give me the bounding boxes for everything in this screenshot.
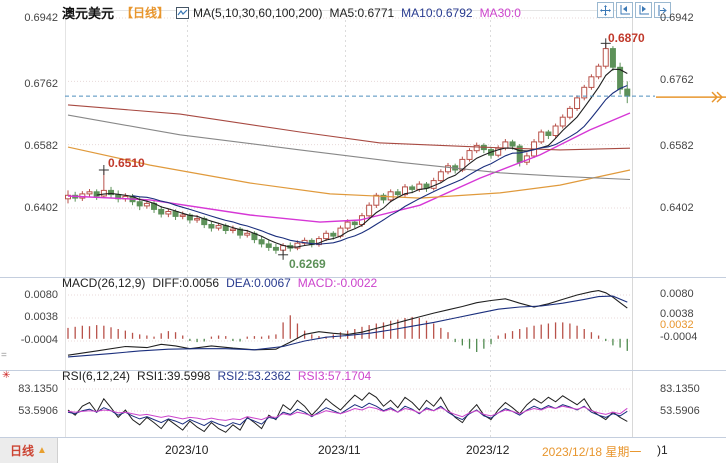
panel-resize-handle-icon[interactable]: = xyxy=(1,350,7,361)
ma10-value: MA10:0.6792 xyxy=(401,5,473,20)
pan-icon[interactable] xyxy=(597,2,614,18)
macd-diff-value: DIFF:0.0056 xyxy=(152,276,220,290)
low-price-annotation: 0.6269 xyxy=(289,257,326,271)
macd-axis-label: 0.0038 xyxy=(660,308,694,320)
macd-axis-label: -0.0004 xyxy=(20,334,58,346)
rsi-axis-label: 83.1350 xyxy=(18,383,58,395)
axis-zoom-out-icon[interactable] xyxy=(616,2,633,18)
macd-header: MACD(26,12,9) DIFF:0.0056 DEA:0.0067 MAC… xyxy=(62,276,384,290)
y-axis-label: 0.6402 xyxy=(660,202,694,214)
rsi-axis-label: 53.5906 xyxy=(660,405,700,417)
macd-axis-label: 0.0080 xyxy=(24,289,58,301)
y-axis-label: 0.6402 xyxy=(24,202,58,214)
y-axis-label: 0.6582 xyxy=(660,140,694,152)
kline-indicator-icon xyxy=(176,6,190,19)
chevron-up-icon: ▲ xyxy=(37,445,47,456)
macd-value: MACD:-0.0022 xyxy=(297,276,378,290)
spike-price-annotation: 0.6510 xyxy=(108,156,145,170)
symbol-name: 澳元美元 xyxy=(62,6,115,21)
macd-axis-label: 0.0080 xyxy=(660,288,694,300)
time-axis-label: 2023/12 xyxy=(466,443,510,457)
high-price-annotation: 0.6870 xyxy=(608,31,645,45)
time-axis-bar: 日线 ▲ 2023/10 2023/11 2023/12 2023/12/18 … xyxy=(0,438,726,463)
time-axis-label: 2023/11 xyxy=(318,443,361,457)
macd-axis-label: 0.0038 xyxy=(24,311,58,323)
ma-settings-label: MA(5,10,30,60,100,200) xyxy=(193,5,323,20)
macd-axis-label: -0.0004 xyxy=(660,331,698,343)
rsi3-value: RSI3:57.1704 xyxy=(297,369,372,383)
y-axis-label: 0.6762 xyxy=(24,78,58,90)
rsi-axis-label: 83.1350 xyxy=(660,383,700,395)
rsi-axis-label: 53.5906 xyxy=(18,405,58,417)
ma5-value: MA5:0.6771 xyxy=(329,5,395,20)
y-axis-label: 0.6582 xyxy=(24,140,58,152)
ma30-value: MA30:0 xyxy=(479,5,521,20)
period-selector-label: 日线 xyxy=(10,444,35,458)
jump-latest-icon[interactable] xyxy=(654,2,671,18)
period-label: 【日线】 xyxy=(121,6,170,20)
time-axis-label: )1 xyxy=(657,443,668,457)
main-chart-header: 澳元美元 【日线】 MA(5,10,30,60,100,200) MA5:0.6… xyxy=(62,3,528,22)
time-axis-label: 2023/10 xyxy=(165,443,209,457)
rsi1-value: RSI1:39.5998 xyxy=(137,369,211,383)
period-selector[interactable]: 日线 ▲ xyxy=(0,438,58,463)
macd-current-value-label: 0.0032 xyxy=(660,319,694,331)
macd-settings-label: MACD(26,12,9) xyxy=(62,276,146,290)
rsi2-value: RSI2:53.2362 xyxy=(217,369,291,383)
time-axis-current-date: 2023/12/18 星期一 xyxy=(542,445,642,459)
indicator-marker-icon: ✳ xyxy=(2,370,11,381)
rsi-header: RSI(6,12,24) RSI1:39.5998 RSI2:53.2362 R… xyxy=(62,369,378,383)
y-axis-label: 0.6942 xyxy=(24,12,58,24)
y-axis-label: 0.6942 xyxy=(660,12,694,24)
y-axis-label: 0.6762 xyxy=(660,74,694,86)
axis-zoom-in-icon[interactable] xyxy=(635,2,652,18)
chart-toolbar xyxy=(597,2,671,18)
macd-dea-value: DEA:0.0067 xyxy=(226,276,291,290)
rsi-settings-label: RSI(6,12,24) xyxy=(62,369,131,383)
